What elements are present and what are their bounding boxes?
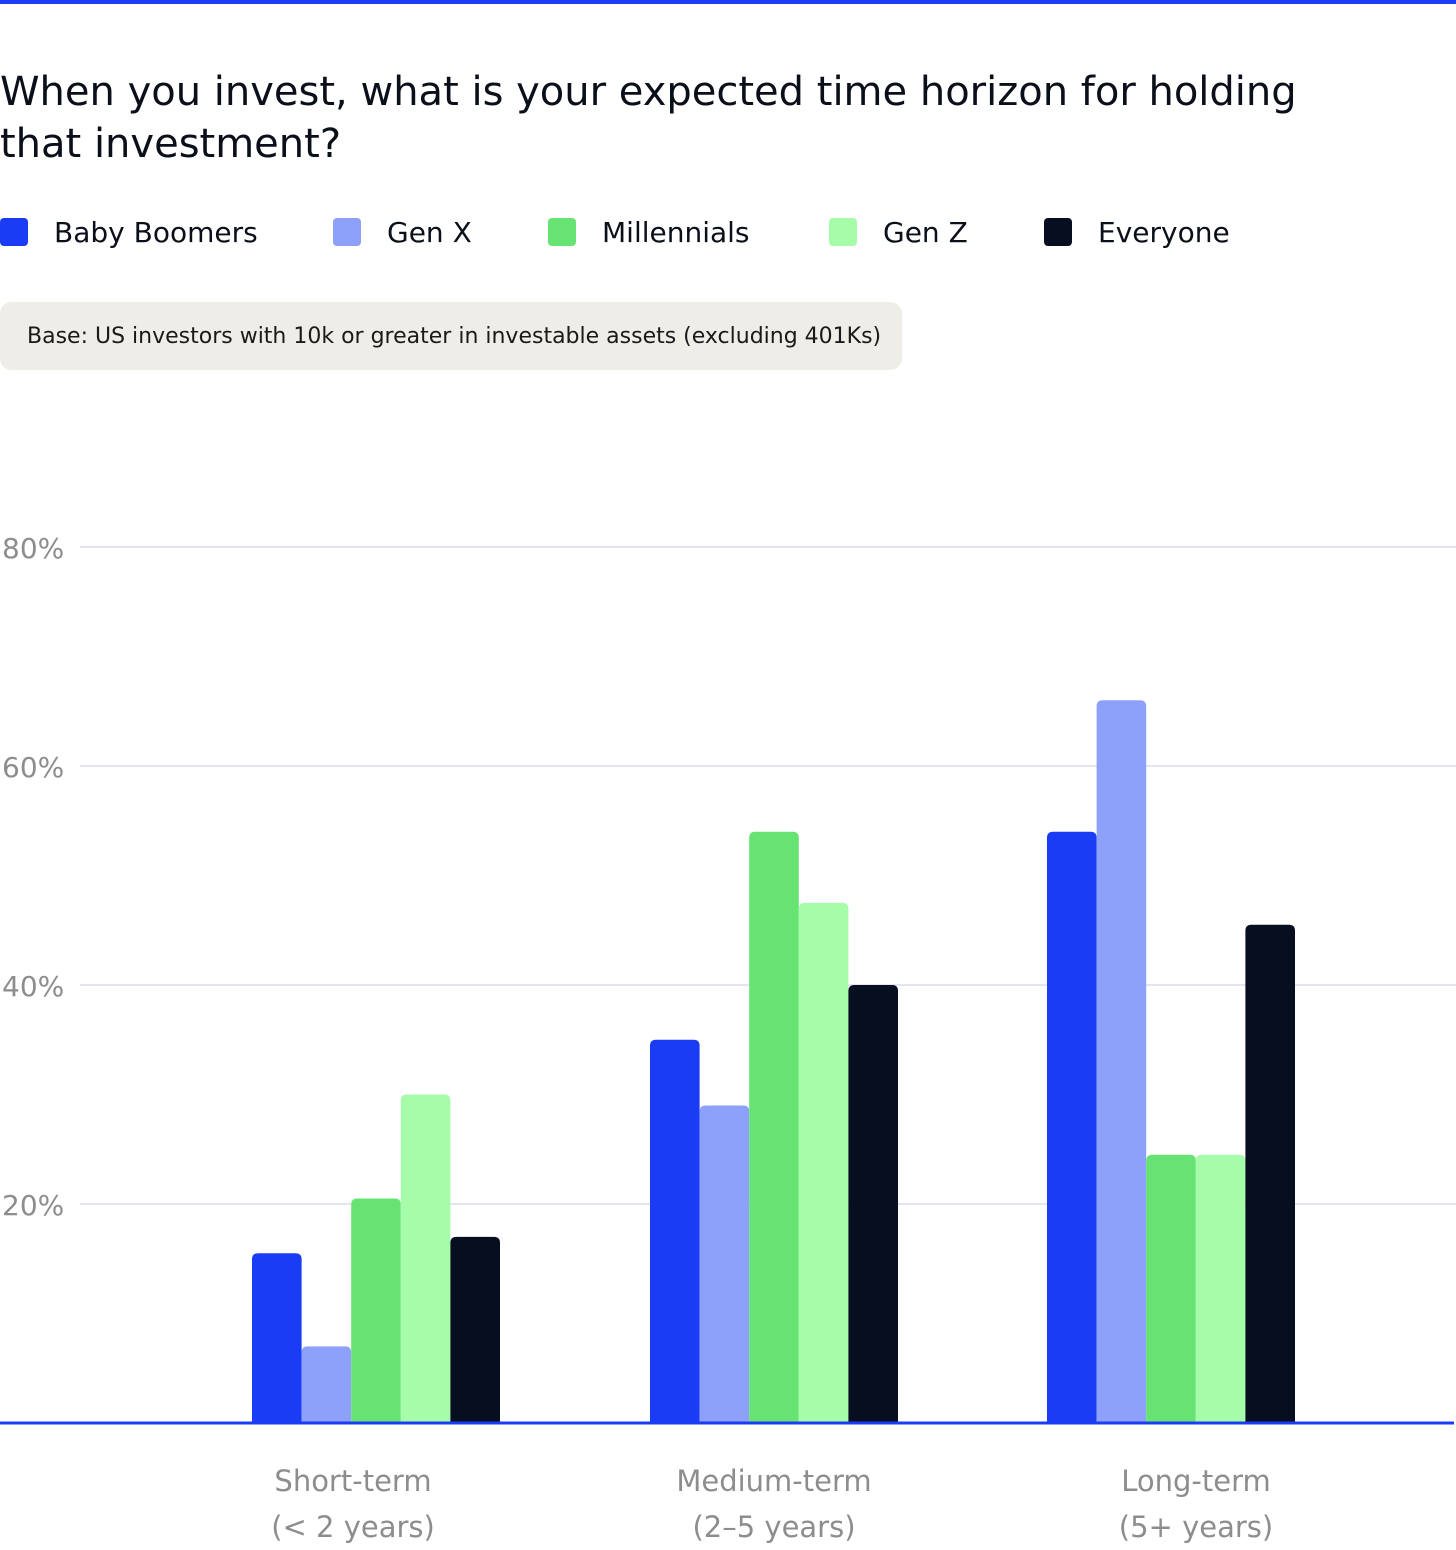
category-label-long-term: Long-term (5+ years) (1016, 1458, 1376, 1550)
category-label-line1: Short-term (274, 1464, 432, 1498)
legend-swatch-gen-x (333, 218, 361, 246)
bar (301, 1346, 352, 1423)
y-tick-label: 20% (2, 1189, 64, 1222)
legend-item-baby-boomers: Baby Boomers (0, 212, 258, 252)
legend-swatch-millennials (548, 218, 576, 246)
category-label-line2: (5+ years) (1118, 1510, 1274, 1544)
category-label-short-term: Short-term (< 2 years) (173, 1458, 533, 1550)
legend: Baby Boomers Gen X Millennials Gen Z Eve… (0, 212, 1456, 252)
category-label-line1: Long-term (1121, 1464, 1271, 1498)
bar (1096, 700, 1147, 1423)
y-tick-label: 80% (2, 532, 64, 565)
top-accent-rule (0, 0, 1456, 4)
bar (1146, 1154, 1196, 1423)
legend-label-gen-z: Gen Z (883, 215, 968, 249)
category-label-line2: (< 2 years) (271, 1510, 435, 1544)
bar (450, 1236, 500, 1423)
y-tick-label: 60% (2, 751, 64, 784)
legend-item-millennials: Millennials (548, 212, 750, 252)
bar (252, 1253, 302, 1423)
bar (351, 1198, 401, 1423)
legend-swatch-baby-boomers (0, 218, 28, 246)
legend-label-gen-x: Gen X (387, 215, 472, 249)
legend-swatch-everyone (1044, 218, 1072, 246)
bar (798, 902, 849, 1423)
chart-title: When you invest, what is your expected t… (0, 69, 1297, 167)
bar (749, 831, 799, 1423)
base-note-text: Base: US investors with 10k or greater i… (27, 323, 882, 349)
bar (1195, 1154, 1246, 1423)
bar (1245, 924, 1295, 1423)
legend-swatch-gen-z (829, 218, 857, 246)
bar (848, 985, 898, 1423)
y-tick-label: 40% (2, 970, 64, 1003)
bar (400, 1094, 451, 1423)
bar (650, 1039, 700, 1423)
base-note: Base: US investors with 10k or greater i… (0, 302, 902, 370)
legend-item-everyone: Everyone (1044, 212, 1230, 252)
category-label-line2: (2–5 years) (692, 1510, 856, 1544)
legend-item-gen-z: Gen Z (829, 212, 968, 252)
bar (1047, 831, 1097, 1423)
category-label-line1: Medium-term (676, 1464, 872, 1498)
legend-label-baby-boomers: Baby Boomers (54, 215, 258, 249)
bar (699, 1105, 750, 1423)
legend-label-everyone: Everyone (1098, 215, 1230, 249)
category-label-medium-term: Medium-term (2–5 years) (594, 1458, 954, 1550)
legend-label-millennials: Millennials (602, 215, 750, 249)
legend-item-gen-x: Gen X (333, 212, 472, 252)
